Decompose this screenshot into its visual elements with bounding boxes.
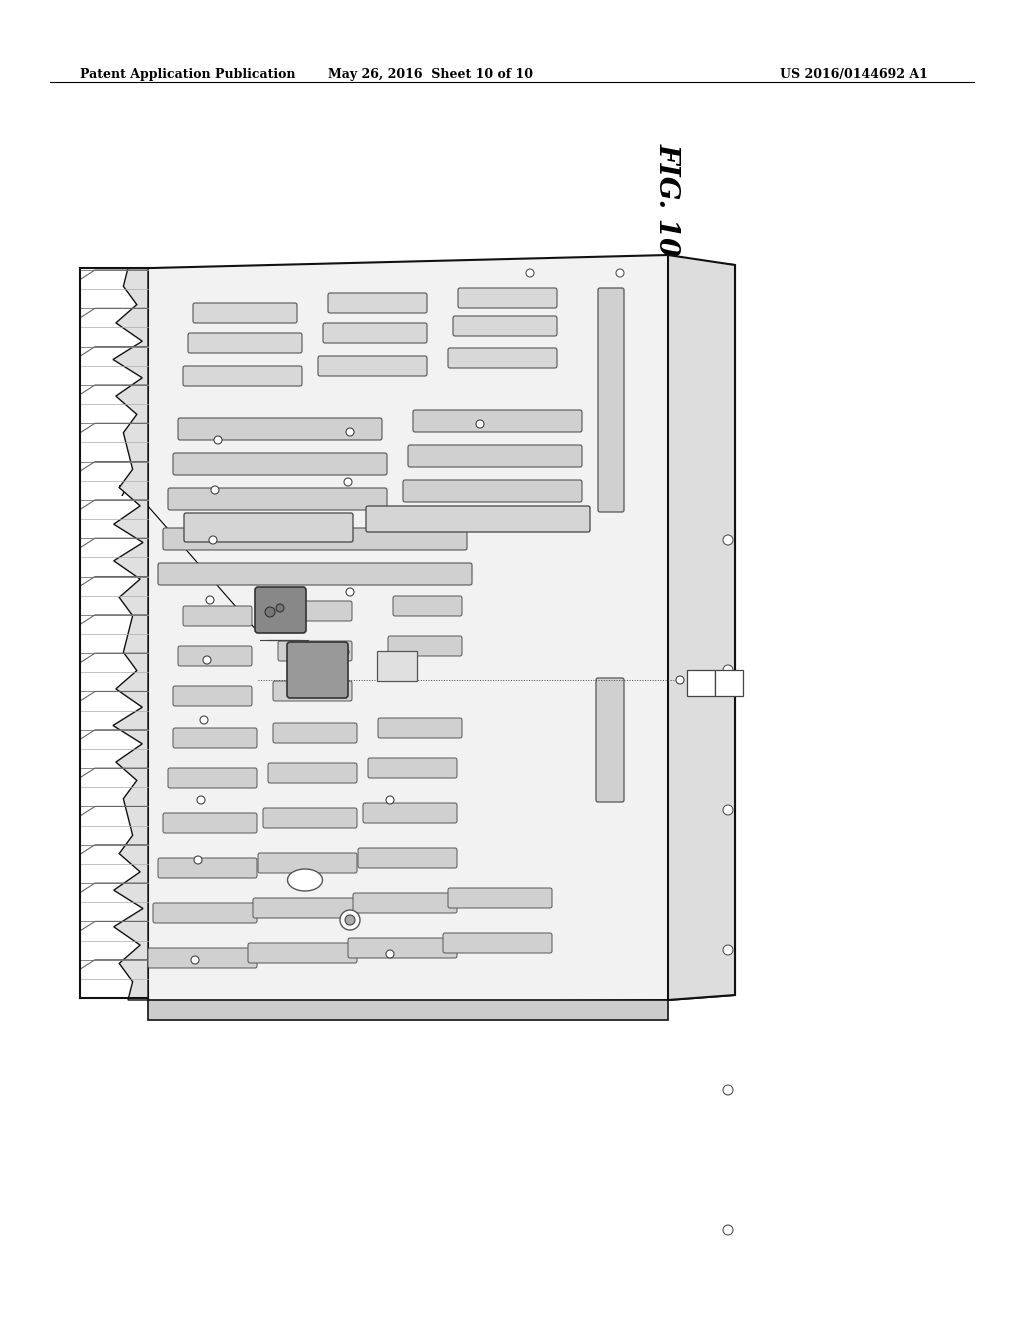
FancyBboxPatch shape bbox=[366, 506, 590, 532]
FancyBboxPatch shape bbox=[353, 894, 457, 913]
Text: May 26, 2016  Sheet 10 of 10: May 26, 2016 Sheet 10 of 10 bbox=[328, 69, 532, 81]
FancyBboxPatch shape bbox=[193, 304, 297, 323]
Circle shape bbox=[345, 915, 355, 925]
Circle shape bbox=[723, 805, 733, 814]
FancyBboxPatch shape bbox=[368, 758, 457, 777]
Circle shape bbox=[346, 587, 354, 597]
FancyBboxPatch shape bbox=[183, 366, 302, 385]
Circle shape bbox=[723, 665, 733, 675]
FancyBboxPatch shape bbox=[278, 642, 352, 661]
Ellipse shape bbox=[288, 869, 323, 891]
Circle shape bbox=[265, 607, 275, 616]
Circle shape bbox=[276, 605, 284, 612]
FancyBboxPatch shape bbox=[268, 763, 357, 783]
Text: FIG. 10: FIG. 10 bbox=[653, 144, 681, 256]
FancyBboxPatch shape bbox=[358, 847, 457, 869]
FancyBboxPatch shape bbox=[173, 453, 387, 475]
FancyBboxPatch shape bbox=[362, 803, 457, 822]
Circle shape bbox=[341, 648, 349, 656]
FancyBboxPatch shape bbox=[287, 642, 348, 698]
FancyBboxPatch shape bbox=[715, 671, 743, 696]
Circle shape bbox=[386, 950, 394, 958]
FancyBboxPatch shape bbox=[158, 858, 257, 878]
Circle shape bbox=[723, 535, 733, 545]
FancyBboxPatch shape bbox=[388, 636, 462, 656]
Circle shape bbox=[616, 269, 624, 277]
FancyBboxPatch shape bbox=[598, 288, 624, 512]
Circle shape bbox=[206, 597, 214, 605]
FancyBboxPatch shape bbox=[273, 723, 357, 743]
FancyBboxPatch shape bbox=[413, 411, 582, 432]
FancyBboxPatch shape bbox=[163, 528, 467, 550]
Circle shape bbox=[209, 536, 217, 544]
FancyBboxPatch shape bbox=[184, 513, 353, 543]
FancyBboxPatch shape bbox=[443, 933, 552, 953]
FancyBboxPatch shape bbox=[378, 718, 462, 738]
FancyBboxPatch shape bbox=[403, 480, 582, 502]
FancyBboxPatch shape bbox=[178, 418, 382, 440]
Polygon shape bbox=[148, 255, 735, 1005]
Text: US 2016/0144692 A1: US 2016/0144692 A1 bbox=[780, 69, 928, 81]
FancyBboxPatch shape bbox=[453, 315, 557, 337]
FancyBboxPatch shape bbox=[263, 808, 357, 828]
FancyBboxPatch shape bbox=[153, 903, 257, 923]
FancyBboxPatch shape bbox=[408, 445, 582, 467]
FancyBboxPatch shape bbox=[283, 601, 352, 620]
Circle shape bbox=[723, 1225, 733, 1236]
Polygon shape bbox=[148, 1001, 668, 1020]
Circle shape bbox=[346, 428, 354, 436]
FancyBboxPatch shape bbox=[248, 942, 357, 964]
Circle shape bbox=[197, 796, 205, 804]
Circle shape bbox=[344, 478, 352, 486]
Text: 68: 68 bbox=[693, 677, 709, 689]
Circle shape bbox=[214, 436, 222, 444]
FancyBboxPatch shape bbox=[183, 606, 252, 626]
FancyBboxPatch shape bbox=[255, 587, 306, 634]
FancyBboxPatch shape bbox=[687, 671, 715, 696]
FancyBboxPatch shape bbox=[377, 651, 417, 681]
Circle shape bbox=[723, 945, 733, 954]
Circle shape bbox=[203, 656, 211, 664]
FancyBboxPatch shape bbox=[273, 681, 352, 701]
FancyBboxPatch shape bbox=[168, 488, 387, 510]
FancyBboxPatch shape bbox=[253, 898, 357, 917]
FancyBboxPatch shape bbox=[163, 813, 257, 833]
FancyBboxPatch shape bbox=[348, 939, 457, 958]
Circle shape bbox=[386, 796, 394, 804]
Circle shape bbox=[526, 269, 534, 277]
Polygon shape bbox=[668, 255, 735, 1001]
FancyBboxPatch shape bbox=[449, 888, 552, 908]
FancyBboxPatch shape bbox=[458, 288, 557, 308]
FancyBboxPatch shape bbox=[449, 348, 557, 368]
FancyBboxPatch shape bbox=[173, 686, 252, 706]
FancyBboxPatch shape bbox=[148, 948, 257, 968]
FancyBboxPatch shape bbox=[323, 323, 427, 343]
Circle shape bbox=[476, 420, 484, 428]
FancyBboxPatch shape bbox=[168, 768, 257, 788]
FancyBboxPatch shape bbox=[158, 564, 472, 585]
FancyBboxPatch shape bbox=[188, 333, 302, 352]
Circle shape bbox=[191, 956, 199, 964]
Text: 70: 70 bbox=[118, 484, 139, 499]
Circle shape bbox=[211, 486, 219, 494]
FancyBboxPatch shape bbox=[178, 645, 252, 667]
Circle shape bbox=[676, 676, 684, 684]
FancyBboxPatch shape bbox=[393, 597, 462, 616]
Circle shape bbox=[200, 715, 208, 723]
FancyBboxPatch shape bbox=[328, 293, 427, 313]
FancyBboxPatch shape bbox=[173, 729, 257, 748]
Polygon shape bbox=[113, 268, 148, 1001]
Circle shape bbox=[723, 1085, 733, 1096]
Circle shape bbox=[194, 855, 202, 865]
FancyBboxPatch shape bbox=[596, 678, 624, 803]
Circle shape bbox=[340, 909, 360, 931]
FancyBboxPatch shape bbox=[258, 853, 357, 873]
FancyBboxPatch shape bbox=[318, 356, 427, 376]
Text: Patent Application Publication: Patent Application Publication bbox=[80, 69, 296, 81]
Text: 64: 64 bbox=[721, 677, 736, 689]
